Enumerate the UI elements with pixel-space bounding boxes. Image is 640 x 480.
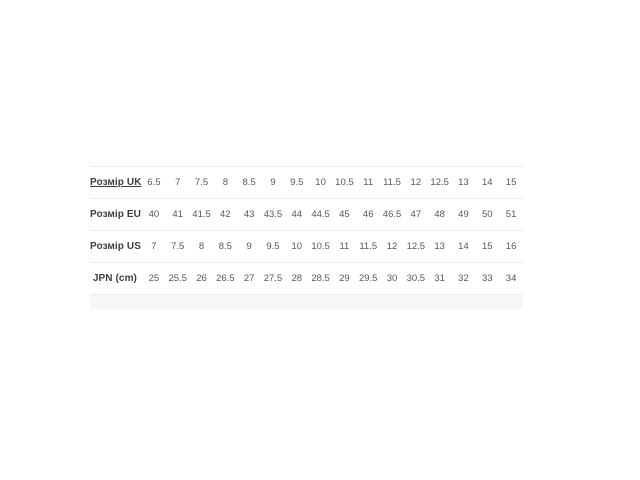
cell-jpn-3: 26.5 [216, 273, 235, 284]
cell-uk-0: 6.5 [147, 177, 161, 188]
cell-us-7: 10.5 [311, 241, 330, 252]
cell-jpn-5: 27.5 [263, 273, 283, 284]
cell-eu-1: 41 [172, 209, 183, 220]
cell-eu-8: 45 [339, 209, 350, 220]
cell-us-3: 8.5 [218, 241, 232, 252]
cell-us-15: 16 [505, 241, 517, 252]
cell-uk-12: 12.5 [430, 177, 449, 188]
table-row-eu: Розмір EU 40 41 41.5 42 43 43.5 44 44.5 45 46 46.5 4… [90, 198, 523, 230]
cell-eu-9: 46 [362, 209, 374, 220]
cell-eu-13: 49 [458, 209, 469, 220]
cell-eu-3: 42 [220, 209, 231, 220]
cell-eu-14: 50 [481, 209, 493, 220]
cell-uk-15: 15 [505, 177, 517, 188]
cell-uk-11: 12 [410, 177, 422, 188]
cell-eu-11: 47 [410, 209, 422, 220]
cell-uk-1: 7 [175, 177, 181, 188]
cell-jpn-12: 31 [434, 273, 445, 284]
cell-uk-7: 10 [315, 177, 326, 188]
table-row-jpn: JPN (cm) 25 25.5 26 26.5 27 27.5 28 28.5 29 29.5 30… [90, 262, 523, 294]
size-conversion-table: Розмір UK 6.5 7 7.5 8 8.5 9 9.5 10 10.5 11 11.5 12 12… [90, 166, 523, 309]
row-label-jpn: JPN (cm) [92, 273, 137, 284]
cell-us-1: 7.5 [171, 241, 185, 252]
size-table-body: Розмір UK 6.5 7 7.5 8 8.5 9 9.5 10 10.5 11 11.5 12 12… [90, 166, 523, 294]
cell-jpn-0: 25 [148, 273, 160, 284]
cell-jpn-14: 33 [481, 273, 493, 284]
cell-uk-4: 8.5 [242, 177, 256, 188]
cell-us-12: 13 [434, 241, 445, 252]
cell-jpn-10: 30 [386, 273, 398, 284]
cell-jpn-13: 32 [458, 273, 469, 284]
cell-uk-6: 9.5 [290, 177, 304, 188]
cell-uk-5: 9 [270, 177, 276, 188]
table-row-us: Розмір US 7 7.5 8 8.5 9 9.5 10 10.5 11 11.5 12 12.5 1… [90, 230, 523, 262]
cell-eu-5: 43.5 [263, 209, 283, 220]
cell-jpn-6: 28 [291, 273, 303, 284]
cell-eu-2: 41.5 [192, 209, 211, 220]
cell-us-5: 9.5 [266, 241, 280, 252]
cell-us-2: 8 [198, 241, 205, 252]
cell-eu-4: 43 [243, 209, 255, 220]
cell-uk-9: 11 [363, 177, 374, 188]
cell-uk-8: 10.5 [335, 177, 354, 188]
cell-uk-10: 11.5 [383, 177, 401, 188]
cell-eu-15: 51 [505, 209, 517, 220]
table-row-uk: Розмір UK 6.5 7 7.5 8 8.5 9 9.5 10 10.5 11 11.5 12 12… [90, 166, 523, 198]
cell-uk-13: 13 [458, 177, 469, 188]
cell-us-13: 14 [458, 241, 469, 252]
cell-us-6: 10 [291, 241, 303, 252]
cell-uk-14: 14 [481, 177, 493, 188]
cell-jpn-2: 26 [196, 273, 207, 284]
cell-eu-0: 40 [148, 209, 160, 220]
row-label-uk-link[interactable]: Розмір UK [90, 177, 142, 188]
cell-eu-6: 44 [291, 209, 303, 220]
cell-jpn-8: 29 [339, 273, 350, 284]
cell-jpn-9: 29.5 [358, 273, 378, 284]
cell-eu-10: 46.5 [382, 209, 402, 220]
row-label-eu: Розмір EU [90, 209, 141, 220]
cell-jpn-11: 30.5 [406, 273, 426, 284]
cell-us-9: 11.5 [359, 241, 378, 252]
cell-uk-3: 8 [222, 177, 228, 188]
row-label-us: Розмір US [90, 241, 141, 252]
cell-eu-12: 48 [434, 209, 445, 220]
cell-jpn-1: 25.5 [168, 273, 187, 284]
cell-us-4: 9 [246, 241, 252, 252]
cell-us-10: 12 [386, 241, 398, 252]
cell-us-11: 12.5 [406, 241, 426, 252]
cell-jpn-7: 28.5 [311, 273, 330, 284]
cell-jpn-15: 34 [505, 273, 517, 284]
cell-uk-2: 7.5 [194, 177, 209, 188]
cell-us-8: 11 [339, 241, 350, 252]
table-footer-band [90, 294, 523, 309]
cell-us-14: 15 [481, 241, 493, 252]
cell-jpn-4: 27 [243, 273, 255, 284]
cell-us-0: 7 [151, 241, 157, 252]
cell-eu-7: 44.5 [311, 209, 330, 220]
